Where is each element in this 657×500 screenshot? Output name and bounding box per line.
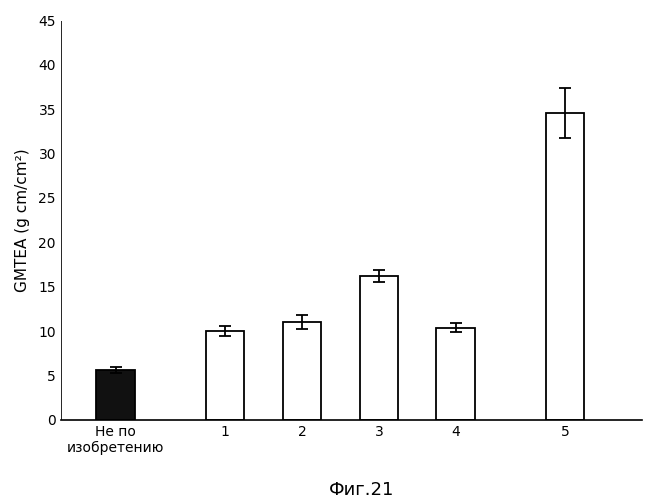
Y-axis label: GMTEA (g cm/cm²): GMTEA (g cm/cm²) <box>15 148 30 292</box>
Bar <box>436 328 475 420</box>
Bar <box>97 370 135 420</box>
Text: Фиг.21: Фиг.21 <box>328 481 394 499</box>
Bar <box>206 331 244 420</box>
Bar <box>283 322 321 420</box>
Bar <box>546 113 585 420</box>
Bar <box>359 276 398 420</box>
